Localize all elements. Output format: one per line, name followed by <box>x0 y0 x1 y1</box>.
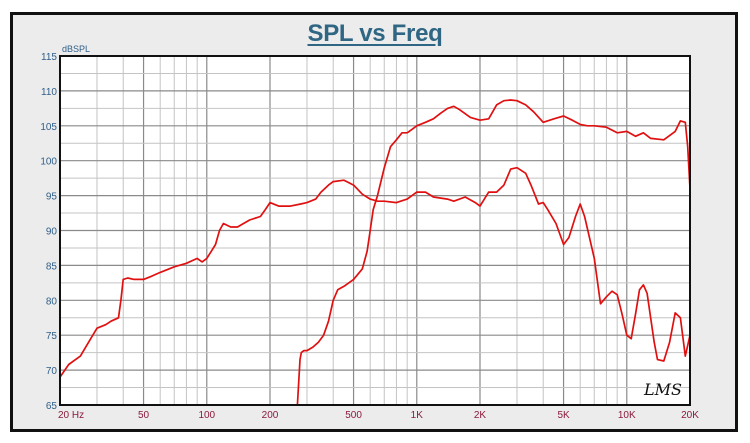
y-tick-label: 80 <box>46 296 58 307</box>
y-tick-label: 75 <box>46 331 58 342</box>
x-tick-label: 10K <box>618 410 636 421</box>
lms-watermark: LMS <box>643 380 682 399</box>
y-tick-label: 115 <box>41 52 57 63</box>
y-tick-label: 85 <box>46 261 58 272</box>
x-tick-label: 2K <box>474 410 487 421</box>
y-tick-label: 65 <box>46 401 58 412</box>
y-tick-label: 95 <box>46 192 58 203</box>
y-tick-label: 90 <box>46 227 58 238</box>
y-tick-label: 110 <box>41 87 57 98</box>
x-tick-label: 5K <box>557 410 570 421</box>
x-tick-label: 20K <box>681 410 699 421</box>
y-tick-label: 105 <box>40 122 57 133</box>
y-axis-label: dBSPL <box>62 44 90 54</box>
series-line-response-1 <box>59 166 691 378</box>
x-tick-label: 50 <box>138 410 150 421</box>
x-tick-label: 200 <box>262 410 279 421</box>
x-tick-label: 500 <box>345 410 362 421</box>
series-line-response-2 <box>60 99 691 406</box>
x-tick-label: 20 Hz <box>58 410 84 421</box>
chart-title: SPL vs Freq <box>307 20 443 47</box>
y-tick-label: 70 <box>46 366 58 377</box>
x-tick-label: 100 <box>198 410 215 421</box>
plot-border <box>59 55 691 406</box>
x-tick-label: 1K <box>411 410 424 421</box>
y-tick-label: 100 <box>40 157 57 168</box>
